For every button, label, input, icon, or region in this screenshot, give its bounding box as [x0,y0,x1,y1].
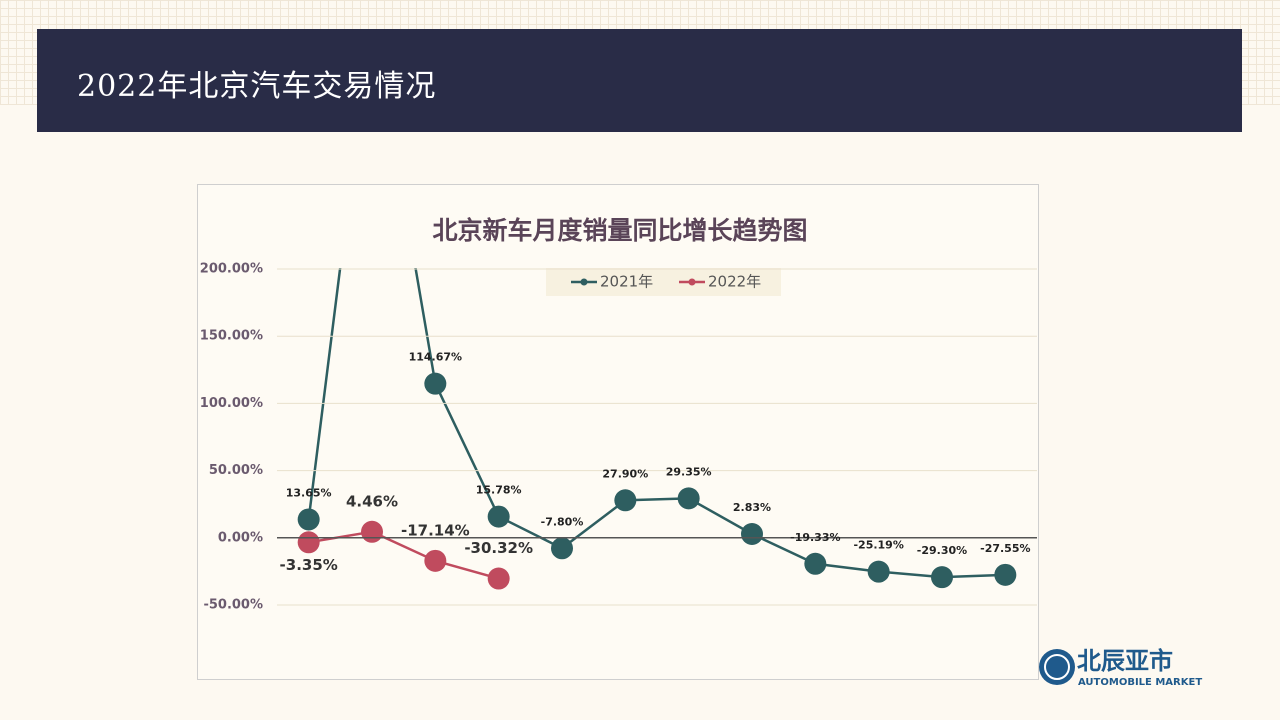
data-point [867,560,890,583]
y-tick-label: 200.00% [200,262,263,277]
data-point [361,3,383,25]
data-point [487,567,510,590]
data-point [424,372,447,395]
data-label: 29.35% [666,465,712,478]
data-label: 13.65% [286,486,332,499]
legend-label: 2022年 [708,273,761,291]
data-point [424,549,447,572]
logo-name: 北辰亚市 [1077,647,1173,675]
header-bar: 2022年北京汽车交易情况 [37,29,1242,132]
data-point [804,552,827,575]
chart-frame [197,184,1039,680]
data-point [361,520,383,543]
data-point [487,505,510,528]
data-label: 114.67% [409,351,462,364]
data-label: -7.80% [541,515,584,528]
legend-marker [688,278,696,286]
logo-subtitle: AUTOMOBILE MARKET [1078,677,1202,688]
y-tick-label: 150.00% [200,329,263,344]
data-label: 2.83% [733,501,771,514]
data-label: -3.35% [280,556,338,574]
data-label: -25.19% [853,539,903,552]
y-tick-label: 50.00% [209,463,263,478]
data-point [614,489,637,512]
data-label: -19.33% [790,531,840,544]
legend-label: 2021年 [600,273,653,291]
data-point [994,563,1017,586]
data-label: -27.55% [980,542,1030,555]
data-point [297,508,320,531]
y-tick-label: 100.00% [200,396,263,411]
y-tick-label: -50.00% [203,598,263,613]
y-tick-label: 0.00% [218,530,263,545]
data-point [297,531,320,554]
data-point [677,487,700,510]
logo: 北辰亚市 AUTOMOBILE MARKET [1039,647,1202,688]
data-label: 15.78% [476,484,522,497]
data-label: 27.90% [602,467,648,480]
data-point [931,566,953,589]
data-label: 4.46% [346,492,398,510]
data-label: -17.14% [401,521,470,539]
chart-title: 北京新车月度销量同比增长趋势图 [432,216,807,245]
legend-marker [580,278,588,286]
data-label: -30.32% [464,539,533,557]
data-label: -29.30% [917,544,967,557]
data-point [551,537,573,560]
header-title: 2022年北京汽车交易情况 [77,69,437,104]
data-point [741,522,763,545]
